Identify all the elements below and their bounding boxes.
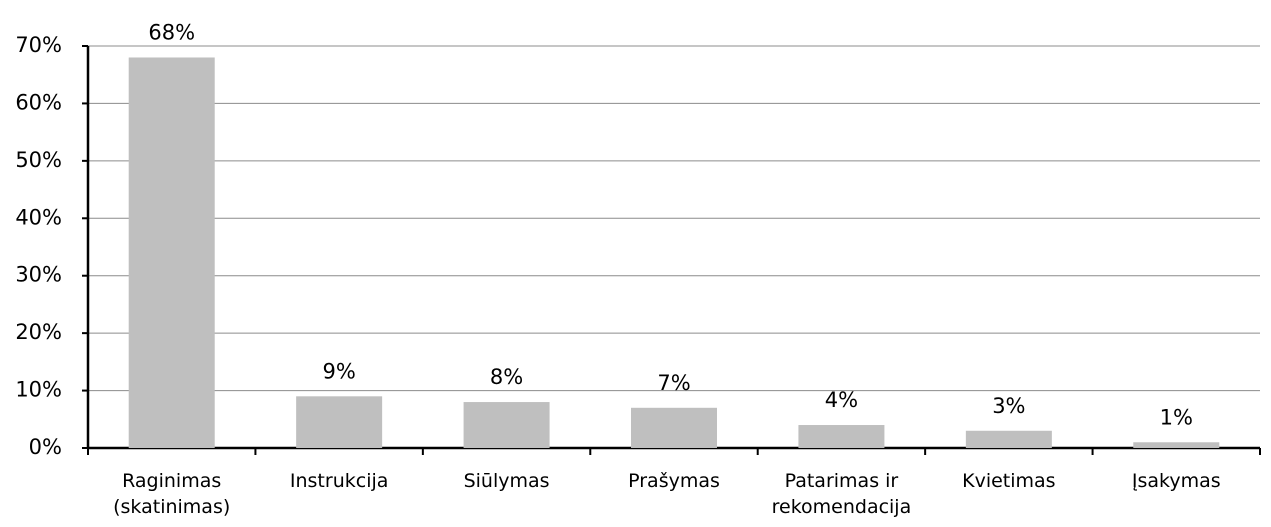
y-tick-label: 60% <box>15 90 62 114</box>
bar <box>1133 442 1220 448</box>
value-label: 4% <box>825 388 858 412</box>
y-tick-label: 30% <box>15 263 62 287</box>
y-tick-label: 0% <box>29 435 62 459</box>
bar <box>128 57 215 448</box>
bar <box>965 430 1052 448</box>
value-label: 3% <box>992 394 1025 418</box>
bar <box>798 425 885 448</box>
y-tick-label: 50% <box>15 148 62 172</box>
value-label: 1% <box>1160 405 1193 429</box>
x-tick-label: Prašymas <box>628 470 720 492</box>
bar <box>296 396 383 448</box>
x-tick-label: Instrukcija <box>289 470 389 492</box>
x-tick-label: Patarimas ir rekomendacija <box>771 470 912 518</box>
x-tick-label: Kvietimas <box>962 470 1056 492</box>
y-tick-label: 40% <box>15 205 62 229</box>
bar <box>463 402 550 448</box>
x-tick-label: Raginimas (skatinimas) <box>113 470 231 518</box>
value-label: 9% <box>322 359 355 383</box>
value-label: 68% <box>148 20 195 44</box>
x-tick-label: Įsakymas <box>1131 470 1221 492</box>
x-tick-label: Siūlymas <box>463 470 550 492</box>
value-label: 8% <box>490 365 523 389</box>
y-tick-label: 20% <box>15 320 62 344</box>
bar <box>631 407 717 448</box>
y-tick-label: 70% <box>15 33 62 57</box>
value-label: 7% <box>657 371 690 395</box>
y-tick-label: 10% <box>15 378 62 402</box>
